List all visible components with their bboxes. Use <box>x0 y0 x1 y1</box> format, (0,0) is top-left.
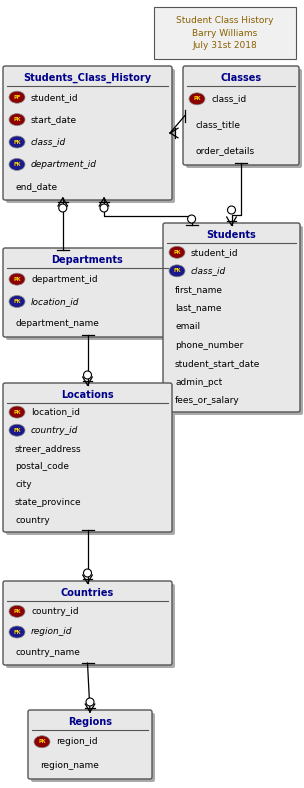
Text: Locations: Locations <box>61 390 114 400</box>
Text: city: city <box>15 480 32 489</box>
Text: first_name: first_name <box>175 285 223 294</box>
Text: phone_number: phone_number <box>175 340 243 350</box>
Text: PK: PK <box>173 250 181 255</box>
Text: FK: FK <box>13 139 21 144</box>
Text: PK: PK <box>13 117 21 122</box>
FancyBboxPatch shape <box>183 66 299 165</box>
Text: FK: FK <box>13 162 21 167</box>
Text: Departments: Departments <box>52 255 123 265</box>
Text: streer_address: streer_address <box>15 444 82 453</box>
Text: department_name: department_name <box>15 319 99 329</box>
Ellipse shape <box>34 736 50 748</box>
Text: country: country <box>15 516 50 526</box>
Text: last_name: last_name <box>175 303 222 313</box>
Text: PK: PK <box>38 739 46 744</box>
Text: order_details: order_details <box>195 146 254 154</box>
Ellipse shape <box>9 626 25 638</box>
Text: class_id: class_id <box>191 266 226 275</box>
Circle shape <box>59 204 67 212</box>
Circle shape <box>86 698 94 706</box>
Circle shape <box>100 204 108 212</box>
Text: PK: PK <box>13 277 21 281</box>
Text: fees_or_salary: fees_or_salary <box>175 396 240 405</box>
Text: Countries: Countries <box>61 588 114 598</box>
Text: Students_Class_History: Students_Class_History <box>23 72 152 83</box>
Circle shape <box>84 569 92 577</box>
Text: location_id: location_id <box>31 297 80 306</box>
Text: Classes: Classes <box>220 73 261 83</box>
Text: country_name: country_name <box>15 649 80 657</box>
Text: class_id: class_id <box>31 137 66 147</box>
Text: admin_pct: admin_pct <box>175 377 222 387</box>
Ellipse shape <box>9 158 25 170</box>
Ellipse shape <box>189 93 205 105</box>
Ellipse shape <box>9 91 25 103</box>
Text: region_name: region_name <box>40 760 99 770</box>
Text: location_id: location_id <box>31 407 80 417</box>
Text: student_start_date: student_start_date <box>175 359 260 368</box>
FancyBboxPatch shape <box>3 581 172 665</box>
Text: class_title: class_title <box>195 120 240 129</box>
Circle shape <box>84 371 92 379</box>
FancyBboxPatch shape <box>3 66 172 200</box>
Ellipse shape <box>169 265 185 277</box>
Text: email: email <box>175 322 200 331</box>
Text: department_id: department_id <box>31 160 97 169</box>
Text: PK: PK <box>13 410 21 414</box>
FancyBboxPatch shape <box>31 713 155 782</box>
Text: Student Class History
Barry Williams
July 31st 2018: Student Class History Barry Williams Jul… <box>176 16 274 50</box>
FancyBboxPatch shape <box>28 710 152 779</box>
Text: student_id: student_id <box>191 247 239 257</box>
Ellipse shape <box>9 113 25 125</box>
Text: region_id: region_id <box>31 627 72 637</box>
Text: state_province: state_province <box>15 498 82 507</box>
Text: FK: FK <box>13 428 21 433</box>
FancyBboxPatch shape <box>186 69 302 168</box>
Text: student_id: student_id <box>31 93 79 102</box>
Text: FK: FK <box>173 269 181 273</box>
FancyBboxPatch shape <box>166 226 303 415</box>
FancyBboxPatch shape <box>163 223 300 412</box>
FancyBboxPatch shape <box>154 7 296 59</box>
Text: Students: Students <box>207 230 256 240</box>
Text: postal_code: postal_code <box>15 462 69 471</box>
Text: country_id: country_id <box>31 607 79 616</box>
FancyBboxPatch shape <box>3 383 172 532</box>
Text: class_id: class_id <box>211 95 246 103</box>
Text: region_id: region_id <box>56 738 98 746</box>
Ellipse shape <box>9 424 25 437</box>
Ellipse shape <box>9 296 25 307</box>
FancyBboxPatch shape <box>6 69 175 203</box>
Ellipse shape <box>9 136 25 148</box>
Ellipse shape <box>9 605 25 617</box>
Ellipse shape <box>169 247 185 258</box>
FancyBboxPatch shape <box>6 584 175 668</box>
Text: PF: PF <box>13 95 21 100</box>
Text: FK: FK <box>13 299 21 304</box>
Text: start_date: start_date <box>31 115 77 124</box>
Ellipse shape <box>9 273 25 285</box>
FancyBboxPatch shape <box>6 386 175 535</box>
Text: FK: FK <box>13 630 21 634</box>
Text: Regions: Regions <box>68 717 112 727</box>
FancyBboxPatch shape <box>3 248 172 337</box>
FancyBboxPatch shape <box>6 251 175 340</box>
Text: PK: PK <box>193 96 201 102</box>
Circle shape <box>188 215 195 223</box>
Text: end_date: end_date <box>15 182 57 191</box>
Text: country_id: country_id <box>31 426 78 435</box>
Text: PK: PK <box>13 609 21 614</box>
Ellipse shape <box>9 406 25 418</box>
Text: department_id: department_id <box>31 275 98 284</box>
Circle shape <box>227 206 236 214</box>
